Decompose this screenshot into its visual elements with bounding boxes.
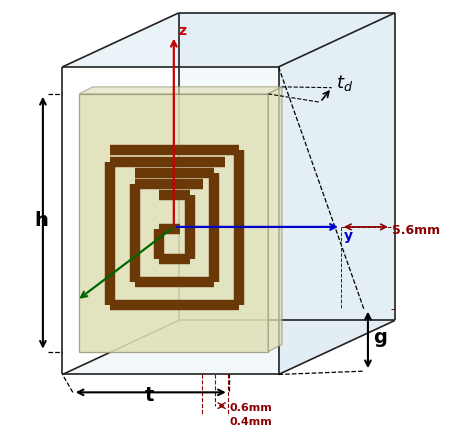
Polygon shape <box>79 95 268 352</box>
Text: t: t <box>145 386 154 404</box>
Polygon shape <box>179 14 395 321</box>
Text: 5.6mm: 5.6mm <box>392 224 440 236</box>
Text: h: h <box>34 210 48 229</box>
Text: 0.4mm: 0.4mm <box>230 416 273 426</box>
Polygon shape <box>268 88 282 352</box>
Polygon shape <box>79 88 282 95</box>
Polygon shape <box>63 14 395 68</box>
Text: 0.6mm: 0.6mm <box>230 402 273 412</box>
Text: y: y <box>344 228 353 242</box>
Text: z: z <box>179 23 187 37</box>
Polygon shape <box>279 14 395 374</box>
Text: g: g <box>374 327 387 346</box>
Polygon shape <box>63 321 395 374</box>
Text: $t_d$: $t_d$ <box>336 73 353 92</box>
